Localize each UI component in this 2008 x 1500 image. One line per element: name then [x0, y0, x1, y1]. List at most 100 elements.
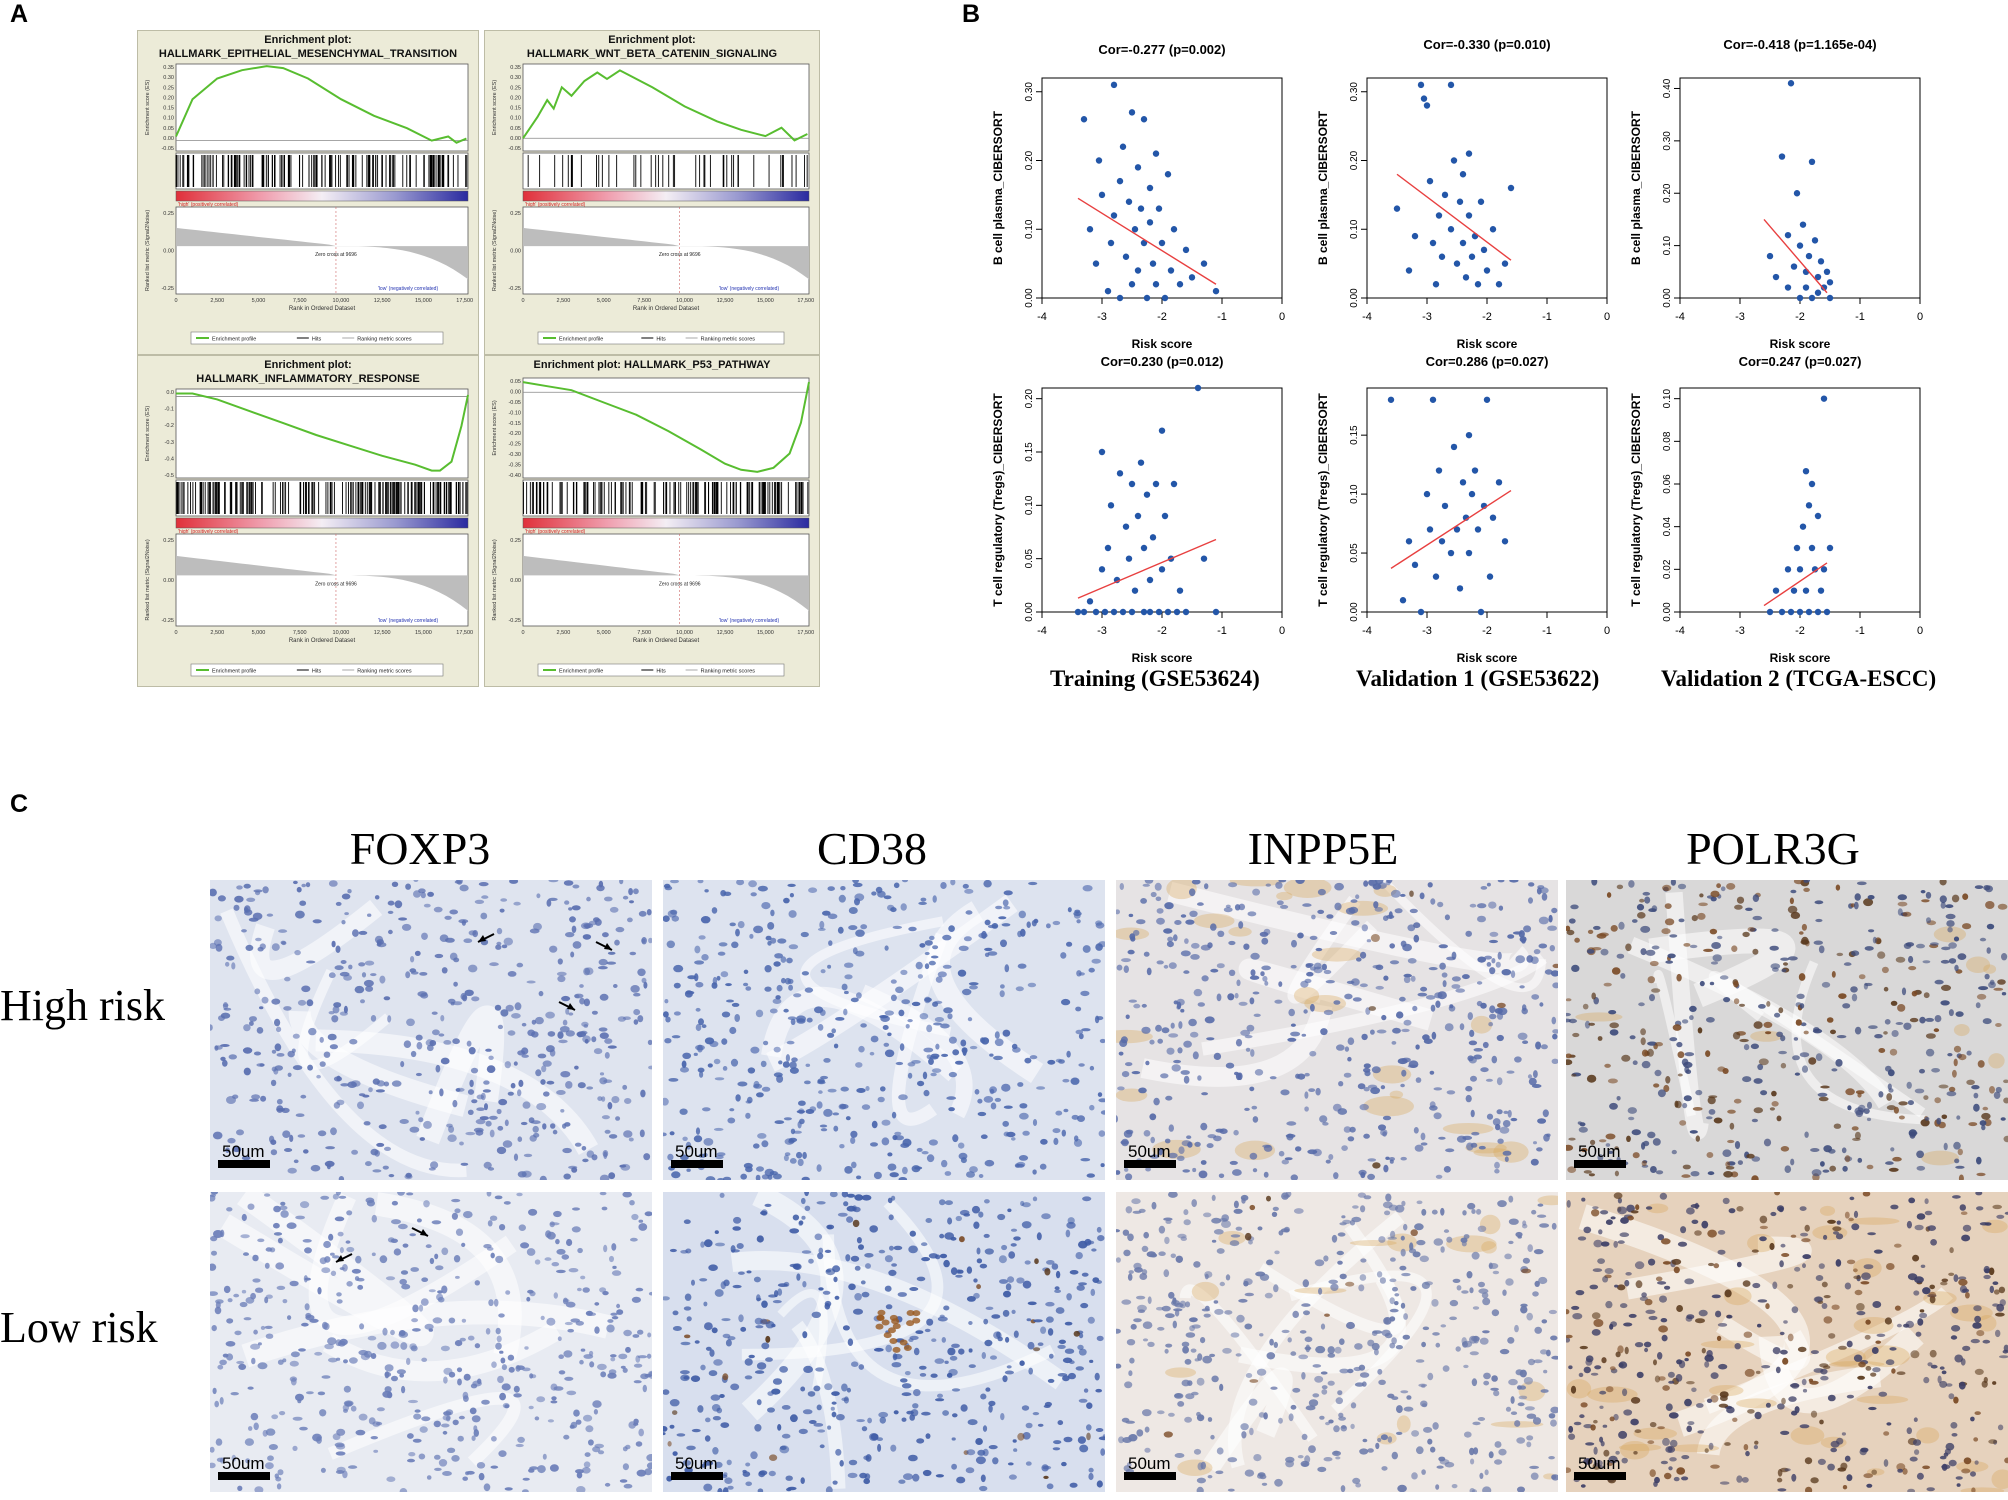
cell-nucleus — [336, 1099, 345, 1106]
cell-nucleus — [801, 1197, 806, 1205]
cell-nucleus — [496, 1108, 502, 1115]
cell-nucleus — [619, 1479, 628, 1483]
cell-nucleus — [764, 1168, 775, 1177]
cell-nucleus — [889, 1245, 894, 1251]
cell-nucleus — [1934, 1015, 1942, 1023]
cell-nucleus — [1520, 1305, 1528, 1314]
cell-nucleus — [1927, 1362, 1933, 1367]
cell-nucleus — [1548, 1413, 1556, 1419]
cell-nucleus — [222, 1003, 229, 1008]
cell-nucleus — [1305, 1405, 1316, 1411]
cell-nucleus — [1055, 1058, 1063, 1063]
cell-nucleus — [292, 1065, 303, 1071]
cell-nucleus — [1650, 1166, 1657, 1173]
cell-nucleus — [1652, 1138, 1661, 1146]
cell-nucleus — [1505, 1406, 1512, 1412]
cell-nucleus — [564, 1321, 573, 1326]
y-axis-label: T cell regulatory (Tregs)_CIBERSORT — [1629, 393, 1643, 607]
cell-nucleus — [1126, 1339, 1136, 1346]
cohort-label-validation-1: Validation 1 (GSE53622) — [1356, 666, 1600, 691]
cell-nucleus — [1371, 1342, 1380, 1351]
micrograph-svg: 50um — [1566, 880, 2008, 1180]
cell-nucleus — [841, 1383, 848, 1392]
cell-nucleus — [1164, 1348, 1169, 1354]
cell-nucleus — [1363, 880, 1369, 887]
cell-nucleus — [802, 1151, 807, 1160]
cell-nucleus — [648, 1291, 652, 1296]
cell-nucleus — [536, 1103, 547, 1111]
cell-nucleus — [1872, 936, 1877, 944]
cell-nucleus — [1528, 897, 1533, 904]
cell-nucleus — [792, 1214, 800, 1221]
cell-nucleus — [1522, 1040, 1529, 1044]
cell-nucleus — [779, 1445, 790, 1454]
metric-tick-label: 0.00 — [510, 249, 521, 255]
y-tick-label: 0.10 — [1349, 219, 1360, 239]
cell-nucleus — [1710, 961, 1719, 965]
cell-nucleus — [1508, 1378, 1518, 1386]
cell-nucleus — [502, 1402, 510, 1409]
cell-nucleus — [223, 1007, 232, 1011]
cell-nucleus — [684, 1334, 691, 1339]
cell-nucleus — [722, 1176, 732, 1180]
cell-nucleus — [1765, 1031, 1772, 1035]
cell-nucleus — [884, 1285, 892, 1292]
cell-nucleus — [1958, 1054, 1967, 1061]
cell-nucleus — [1286, 1133, 1294, 1141]
cell-nucleus — [1128, 1270, 1134, 1274]
x-tick-label: -3 — [1097, 311, 1107, 323]
cell-nucleus — [1884, 1019, 1891, 1025]
cell-nucleus — [614, 939, 620, 946]
cell-nucleus — [1467, 1012, 1473, 1021]
cell-nucleus — [266, 913, 274, 917]
cell-nucleus — [219, 1397, 224, 1405]
cell-nucleus — [1383, 1164, 1389, 1173]
cell-nucleus — [233, 1293, 240, 1298]
cell-nucleus — [758, 1471, 766, 1478]
cell-nucleus — [432, 1029, 440, 1036]
data-point — [1074, 608, 1082, 616]
cell-nucleus — [1298, 1354, 1309, 1360]
cell-nucleus — [1007, 1276, 1015, 1283]
cell-nucleus — [348, 964, 353, 970]
cell-nucleus — [1993, 987, 2004, 991]
cell-nucleus — [1219, 1383, 1224, 1391]
data-point — [1417, 608, 1425, 616]
cell-nucleus — [211, 1250, 217, 1256]
cell-nucleus — [271, 1066, 277, 1072]
cell-nucleus — [1225, 1274, 1231, 1281]
cell-nucleus — [434, 1253, 439, 1260]
data-point — [1095, 157, 1103, 164]
cell-nucleus — [243, 1252, 249, 1256]
cell-nucleus — [406, 1192, 414, 1196]
cell-nucleus — [780, 956, 787, 963]
cell-nucleus — [539, 1175, 547, 1180]
cell-nucleus — [1460, 1237, 1468, 1243]
cell-nucleus — [342, 1264, 348, 1272]
cell-nucleus — [1335, 1456, 1341, 1460]
cell-nucleus — [335, 1470, 345, 1474]
cell-nucleus — [1215, 1470, 1224, 1475]
cell-nucleus — [211, 1325, 217, 1332]
cell-nucleus — [1352, 997, 1362, 1002]
x-tick-label: 7,500 — [293, 298, 307, 304]
cell-nucleus — [271, 1414, 279, 1420]
cell-nucleus — [1470, 1458, 1475, 1465]
cell-nucleus — [1462, 1341, 1468, 1348]
diffuse-stain — [1977, 1315, 1997, 1332]
cell-nucleus — [1451, 1484, 1458, 1489]
cell-nucleus — [1123, 1130, 1133, 1138]
cell-nucleus — [1605, 1133, 1616, 1140]
cell-nucleus — [1469, 1351, 1479, 1356]
cell-nucleus — [210, 1263, 217, 1271]
cell-nucleus — [1224, 1310, 1233, 1315]
es-tick-label: -0.05 — [508, 146, 521, 152]
cell-nucleus — [560, 1109, 565, 1113]
cell-nucleus — [1132, 1210, 1142, 1214]
cell-nucleus — [733, 1216, 742, 1224]
cell-nucleus — [988, 1445, 998, 1450]
cell-nucleus — [522, 1489, 529, 1492]
data-point — [1477, 198, 1485, 205]
cell-nucleus — [1378, 1124, 1386, 1131]
cell-nucleus — [1022, 1130, 1030, 1136]
